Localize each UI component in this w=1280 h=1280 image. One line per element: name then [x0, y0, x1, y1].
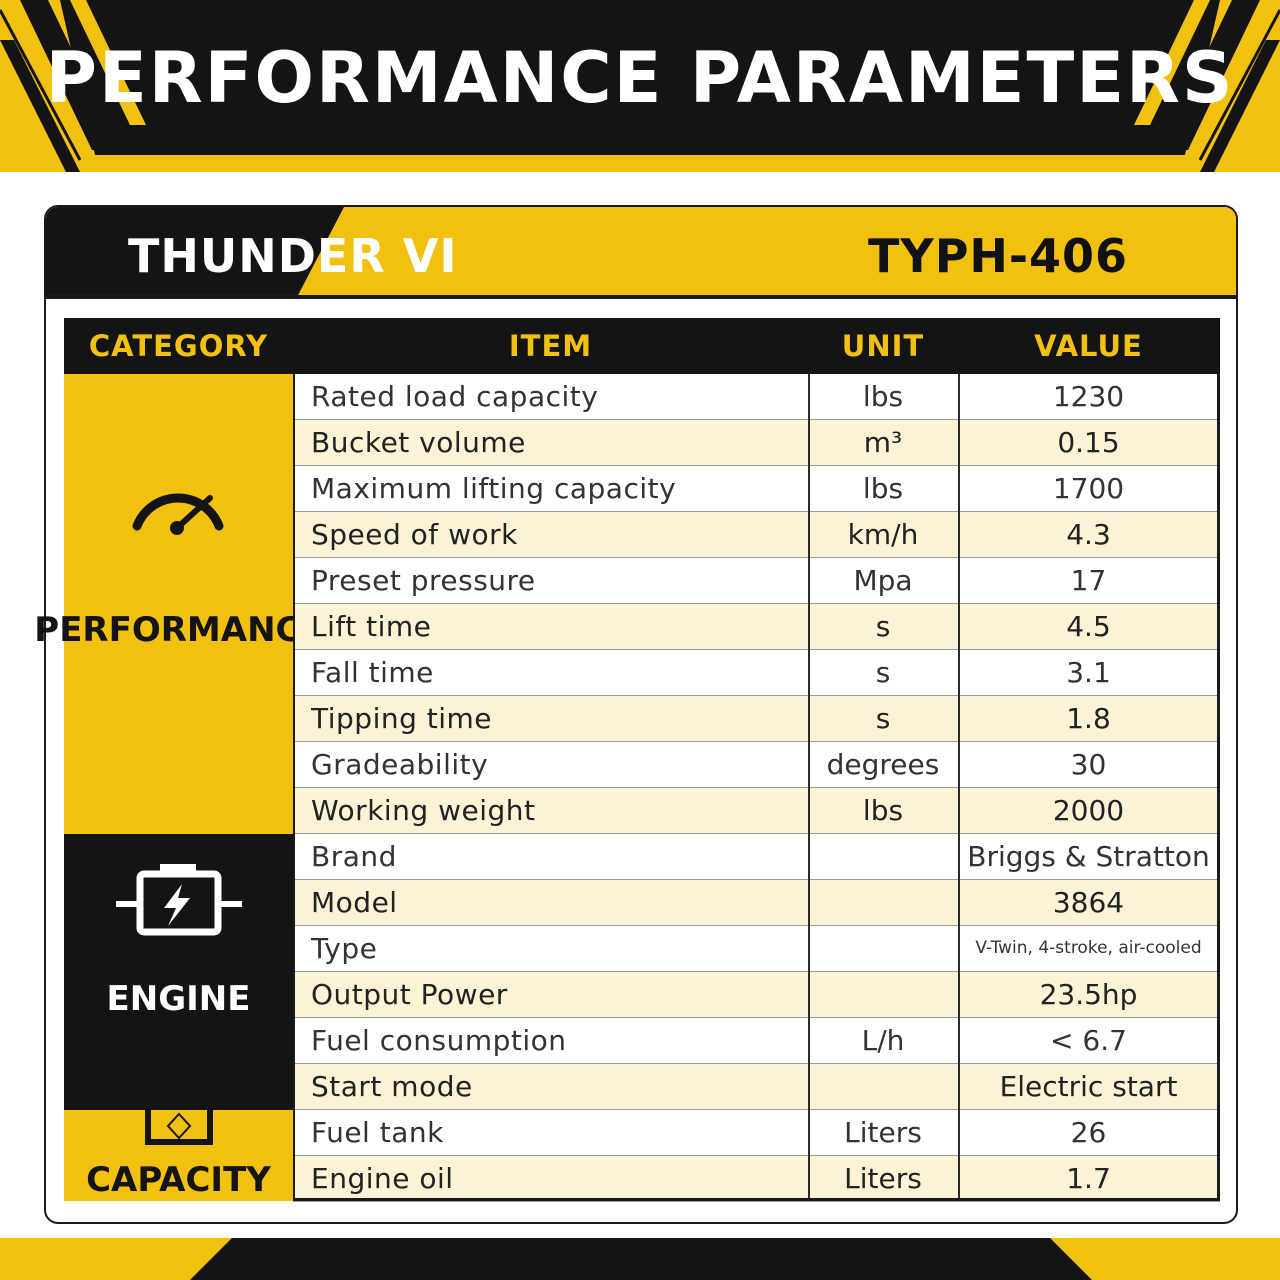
row-unit	[808, 880, 958, 925]
engine-battery-icon	[116, 864, 242, 936]
row-unit: lbs	[862, 794, 904, 827]
speedometer-icon	[132, 493, 224, 535]
table-row: Model 3864	[293, 880, 1220, 926]
row-item: Tipping time	[311, 702, 493, 735]
category-engine: ENGINE	[64, 834, 293, 1110]
table-row: Gradeability degrees 30	[293, 742, 1220, 788]
footer-decoration	[190, 1238, 1092, 1280]
header-banner: PERFORMANCE PARAMETERS	[0, 0, 1280, 172]
footer-band	[0, 1238, 1280, 1280]
category-label-performance: PERFORMANCE	[34, 610, 324, 650]
table-row: Working weight lbs 2000	[293, 788, 1220, 834]
table-row: Fall time s 3.1	[293, 650, 1220, 696]
row-value: 3864	[1052, 886, 1125, 919]
row-unit	[808, 972, 958, 1017]
row-unit: lbs	[862, 380, 904, 413]
row-unit: L/h	[861, 1024, 905, 1057]
product-name: THUNDER VI	[128, 229, 458, 283]
row-value: 1700	[1052, 472, 1125, 505]
row-unit: Liters	[844, 1162, 922, 1195]
column-header-unit: UNIT	[841, 329, 925, 363]
table-row: Output Power 23.5hp	[293, 972, 1220, 1018]
card-header: THUNDER VI TYPH-406	[46, 207, 1236, 299]
row-item: Working weight	[311, 794, 536, 827]
table-row: Tipping time s 1.8	[293, 696, 1220, 742]
row-value: 17	[1070, 564, 1107, 597]
row-value: < 6.7	[1050, 1024, 1127, 1057]
row-value: Electric start	[999, 1070, 1178, 1103]
spec-table: CATEGORY ITEM UNIT VALUE PERFORMANCE ENG…	[34, 318, 1220, 1202]
row-value: 26	[1070, 1116, 1107, 1149]
column-divider-unit	[808, 374, 810, 1201]
row-unit: s	[875, 702, 891, 735]
row-value: 1.8	[1066, 702, 1111, 735]
table-row: Lift time s 4.5	[293, 604, 1220, 650]
row-unit: degrees	[826, 748, 940, 781]
row-value: 0.15	[1057, 426, 1120, 459]
card-header-bg	[46, 207, 1236, 299]
table-row: Engine oil Liters 1.7	[293, 1156, 1220, 1202]
row-item: Fuel consumption	[311, 1024, 567, 1057]
row-item: Brand	[311, 840, 397, 873]
table-row: Speed of work km/h 4.3	[293, 512, 1220, 558]
row-unit: s	[875, 656, 891, 689]
row-item: Gradeability	[311, 748, 489, 781]
category-capacity: CAPACITY	[64, 1110, 293, 1201]
column-divider-value	[958, 374, 960, 1201]
row-value: 4.5	[1066, 610, 1111, 643]
row-item: Rated load capacity	[311, 380, 599, 413]
column-header-item: ITEM	[508, 329, 593, 363]
category-label-engine: ENGINE	[106, 979, 251, 1019]
row-item: Engine oil	[311, 1162, 454, 1195]
row-item: Lift time	[311, 610, 432, 643]
table-row: Rated load capacity lbs 1230	[293, 374, 1220, 420]
row-unit: s	[875, 610, 891, 643]
row-value: 1230	[1052, 380, 1125, 413]
row-unit: m³	[863, 426, 903, 459]
category-performance: PERFORMANCE	[34, 374, 324, 834]
row-item: Model	[311, 886, 398, 919]
row-item: Fuel tank	[311, 1116, 444, 1149]
row-value: V-Twin, 4-stroke, air-cooled	[975, 938, 1202, 958]
row-item: Fall time	[311, 656, 434, 689]
header-decoration	[0, 0, 1280, 172]
row-item: Output Power	[311, 978, 508, 1011]
row-item: Maximum lifting capacity	[311, 472, 677, 505]
column-header-category: CATEGORY	[88, 329, 269, 363]
row-unit: km/h	[847, 518, 919, 551]
row-item: Start mode	[311, 1070, 473, 1103]
row-unit	[808, 1064, 958, 1109]
row-value: Briggs & Stratton	[967, 840, 1210, 873]
table-row: Maximum lifting capacity lbs 1700	[293, 466, 1220, 512]
table-row: Start mode Electric start	[293, 1064, 1220, 1110]
page-title: PERFORMANCE PARAMETERS	[45, 37, 1235, 119]
table-row: Fuel tank Liters 26	[293, 1110, 1220, 1156]
row-unit	[808, 926, 958, 971]
model-name: TYPH-406	[868, 229, 1129, 283]
table-row: Fuel consumption L/h < 6.7	[293, 1018, 1220, 1064]
row-value: 30	[1070, 748, 1107, 781]
row-value: 1.7	[1066, 1162, 1111, 1195]
table-row: Brand Briggs & Stratton	[293, 834, 1220, 880]
row-unit: Mpa	[853, 564, 913, 597]
row-unit: Liters	[844, 1116, 922, 1149]
table-row: Preset pressure Mpa 17	[293, 558, 1220, 604]
table-header: CATEGORY ITEM UNIT VALUE	[64, 318, 1220, 374]
row-unit: lbs	[862, 472, 904, 505]
row-item: Type	[311, 932, 378, 965]
tank-icon	[145, 1110, 213, 1145]
column-header-value: VALUE	[1034, 329, 1143, 363]
row-item: Bucket volume	[311, 426, 526, 459]
row-value: 2000	[1052, 794, 1125, 827]
row-value: 23.5hp	[1039, 978, 1138, 1011]
table-row: Type V-Twin, 4-stroke, air-cooled	[293, 926, 1220, 972]
table-row: Bucket volume m³ 0.15	[293, 420, 1220, 466]
row-value: 3.1	[1066, 656, 1111, 689]
category-label-capacity: CAPACITY	[86, 1160, 271, 1200]
row-unit	[808, 834, 958, 879]
row-item: Preset pressure	[311, 564, 536, 597]
row-item: Speed of work	[311, 518, 518, 551]
row-value: 4.3	[1066, 518, 1111, 551]
